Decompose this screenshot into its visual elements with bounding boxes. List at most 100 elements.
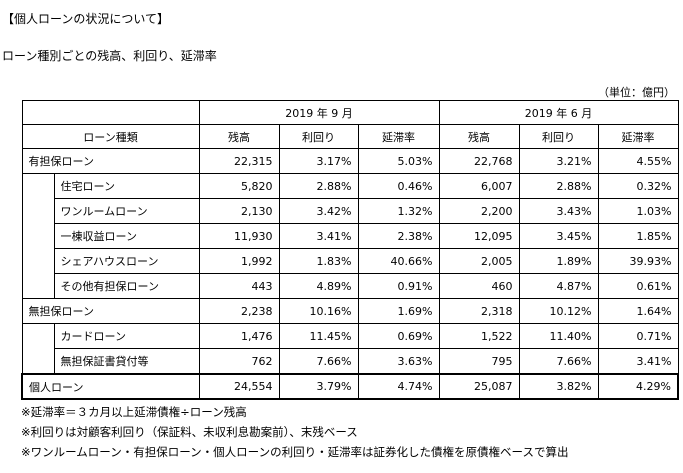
value-cell: 3.21% xyxy=(518,148,599,174)
value-cell: 2.38% xyxy=(357,223,440,249)
value-cell: 1,476 xyxy=(198,323,280,349)
value-cell: 5.03% xyxy=(357,148,440,174)
row-label: 一棟収益ローン xyxy=(53,223,200,249)
period-header-row: 2019 年 9 月 2019 年 6 月 xyxy=(21,100,679,125)
value-cell: 24,554 xyxy=(198,373,280,400)
footnote: ※延滞率＝３カ月以上延滞債権÷ローン残高 xyxy=(21,405,247,419)
value-cell: 3.42% xyxy=(278,198,359,224)
row-label: 無担保ローン xyxy=(21,298,200,324)
value-cell: 3.79% xyxy=(278,373,359,400)
row-label: 無担保証書貸付等 xyxy=(53,348,200,375)
table-row-sub: 無担保証書貸付等 762 7.66% 3.63% 795 7.66% 3.41% xyxy=(22,348,679,375)
value-cell: 460 xyxy=(438,273,520,299)
value-cell: 1.64% xyxy=(597,298,679,324)
value-cell: 11,930 xyxy=(198,223,280,249)
table-row: 有担保ローン 22,315 3.17% 5.03% 22,768 3.21% 4.55% xyxy=(21,148,679,174)
column-header: 残高 xyxy=(438,124,520,149)
value-cell: 1.03% xyxy=(597,198,679,224)
period-header: 2019 年 9 月 xyxy=(198,100,440,125)
value-cell: 2,130 xyxy=(198,198,280,224)
value-cell: 1,992 xyxy=(198,248,280,274)
value-cell: 4.29% xyxy=(597,373,679,400)
type-header: ローン種類 xyxy=(21,124,200,149)
value-cell: 22,315 xyxy=(198,148,280,174)
row-label: シェアハウスローン xyxy=(53,248,200,274)
value-cell: 10.12% xyxy=(518,298,599,324)
table-row-sub: 一棟収益ローン 11,930 3.41% 2.38% 12,095 3.45% 1.85% xyxy=(22,223,679,249)
column-header: 残高 xyxy=(198,124,280,149)
table-row-sub: ワンルームローン 2,130 3.42% 1.32% 2,200 3.43% 1.03% xyxy=(22,198,679,224)
loan-status-table: 2019 年 9 月 2019 年 6 月 ローン種類 残高 利回り 延滞率 残… xyxy=(21,100,679,400)
footnote: ※ワンルームローン・有担保ローン・個人ローンの利回り・延滞率は証券化した債権を原… xyxy=(21,445,569,459)
indent-cell xyxy=(21,173,55,299)
value-cell: 1.85% xyxy=(597,223,679,249)
value-cell: 6,007 xyxy=(438,173,520,199)
value-cell: 1.89% xyxy=(518,248,599,274)
value-cell: 3.41% xyxy=(597,348,679,375)
value-cell: 2,005 xyxy=(438,248,520,274)
value-cell: 2.88% xyxy=(518,173,599,199)
row-label: 有担保ローン xyxy=(21,148,200,174)
value-cell: 1.32% xyxy=(357,198,440,224)
value-cell: 0.71% xyxy=(597,323,679,349)
value-cell: 1.69% xyxy=(357,298,440,324)
value-cell: 2.88% xyxy=(278,173,359,199)
value-cell: 3.41% xyxy=(278,223,359,249)
value-cell: 443 xyxy=(198,273,280,299)
row-label: 住宅ローン xyxy=(53,173,200,199)
value-cell: 3.82% xyxy=(518,373,599,400)
footnote: ※利回りは対顧客利回り（保証料、未収利息勘案前）、末残ベース xyxy=(21,425,358,439)
indent-cell xyxy=(21,323,55,375)
value-cell: 11.40% xyxy=(518,323,599,349)
column-header: 利回り xyxy=(278,124,359,149)
value-cell: 25,087 xyxy=(438,373,520,400)
value-cell: 12,095 xyxy=(438,223,520,249)
table-row: 無担保ローン 2,238 10.16% 1.69% 2,318 10.12% 1.64% xyxy=(21,298,679,324)
value-cell: 4.89% xyxy=(278,273,359,299)
value-cell: 3.43% xyxy=(518,198,599,224)
value-cell: 2,238 xyxy=(198,298,280,324)
value-cell: 40.66% xyxy=(357,248,440,274)
value-cell: 0.69% xyxy=(357,323,440,349)
value-cell: 2,200 xyxy=(438,198,520,224)
table-row-sub: シェアハウスローン 1,992 1.83% 40.66% 2,005 1.89% 39.93… xyxy=(22,248,679,274)
value-cell: 3.45% xyxy=(518,223,599,249)
column-header: 延滞率 xyxy=(597,124,679,149)
value-cell: 1.83% xyxy=(278,248,359,274)
value-cell: 22,768 xyxy=(438,148,520,174)
value-cell: 762 xyxy=(198,348,280,375)
value-cell: 795 xyxy=(438,348,520,375)
value-cell: 0.32% xyxy=(597,173,679,199)
value-cell: 5,820 xyxy=(198,173,280,199)
row-label: 個人ローン xyxy=(21,373,200,400)
section-subtitle: ローン種別ごとの残高、利回り、延滞率 xyxy=(2,49,217,63)
row-label: カードローン xyxy=(53,323,200,349)
row-label: その他有担保ローン xyxy=(53,273,200,299)
value-cell: 3.63% xyxy=(357,348,440,375)
value-cell: 0.91% xyxy=(357,273,440,299)
value-cell: 4.74% xyxy=(357,373,440,400)
period-header: 2019 年 6 月 xyxy=(438,100,679,125)
value-cell: 2,318 xyxy=(438,298,520,324)
value-cell: 1,522 xyxy=(438,323,520,349)
value-cell: 4.55% xyxy=(597,148,679,174)
unit-label: （単位：億円） xyxy=(598,86,675,99)
value-cell: 0.46% xyxy=(357,173,440,199)
column-header-row: ローン種類 残高 利回り 延滞率 残高 利回り 延滞率 xyxy=(21,124,679,149)
value-cell: 39.93% xyxy=(597,248,679,274)
empty-header-cell xyxy=(21,100,200,125)
table-row-sub: カードローン 1,476 11.45% 0.69% 1,522 11.40% 0.71% xyxy=(21,323,679,375)
value-cell: 7.66% xyxy=(518,348,599,375)
column-header: 延滞率 xyxy=(357,124,440,149)
table-row-sub: その他有担保ローン 443 4.89% 0.91% 460 4.87% 0.61% xyxy=(22,273,679,299)
value-cell: 10.16% xyxy=(278,298,359,324)
page-title: 【個人ローンの状況について】 xyxy=(2,12,170,26)
value-cell: 4.87% xyxy=(518,273,599,299)
value-cell: 11.45% xyxy=(278,323,359,349)
column-header: 利回り xyxy=(518,124,599,149)
value-cell: 0.61% xyxy=(597,273,679,299)
value-cell: 3.17% xyxy=(278,148,359,174)
row-label: ワンルームローン xyxy=(53,198,200,224)
table-row-sub: 住宅ローン 5,820 2.88% 0.46% 6,007 2.88% 0.32% xyxy=(21,173,679,299)
value-cell: 7.66% xyxy=(278,348,359,375)
